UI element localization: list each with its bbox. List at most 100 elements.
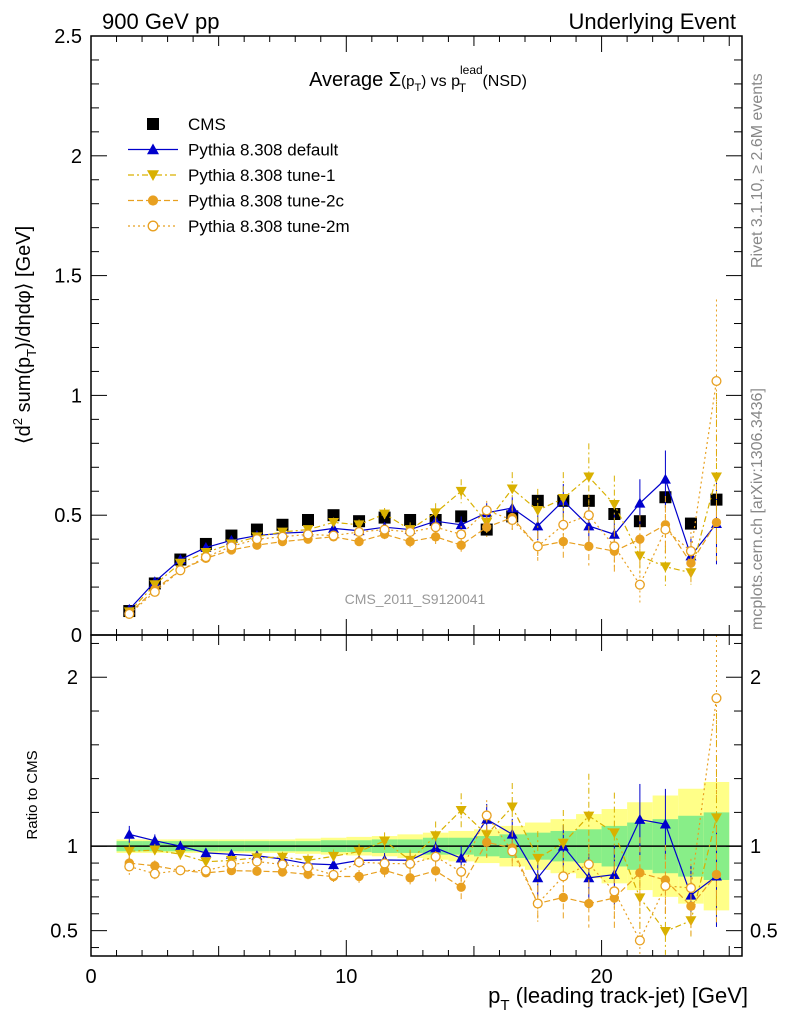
series-3-point — [456, 540, 466, 550]
series-2-point — [430, 508, 442, 519]
series-4-point — [609, 541, 620, 552]
legend-label-1: Pythia 8.308 default — [188, 141, 339, 160]
series-3-ratio-point — [354, 871, 364, 882]
series-3-ratio-point — [482, 837, 492, 848]
series-2-ratio-point — [123, 846, 135, 857]
legend-marker-2 — [147, 170, 159, 181]
series-1-ratio-line — [129, 818, 717, 897]
series-3-point — [711, 517, 722, 528]
legend-marker-1 — [147, 143, 159, 155]
series-4-point — [251, 534, 262, 545]
x-tick-label: 0 — [85, 966, 96, 988]
legend-label-0: CMS — [188, 115, 226, 134]
series-3-point — [635, 534, 645, 544]
main-plot — [123, 299, 723, 619]
series-3-ratio-point — [686, 901, 696, 911]
series-4-point — [685, 546, 696, 557]
series-4-point — [226, 541, 237, 552]
series-4-ratio-point — [405, 858, 416, 869]
series-4-point — [354, 526, 365, 538]
series-2-ratio-point — [659, 926, 671, 937]
series-3-point — [430, 532, 441, 542]
y-tick-label: 2.5 — [54, 26, 82, 48]
series-4-ratio-point — [685, 882, 696, 894]
series-4-ratio-point — [124, 861, 135, 872]
series-2-point — [379, 509, 391, 520]
series-3-ratio-point — [379, 865, 390, 875]
series-4-point — [328, 530, 339, 541]
series-4-ratio-point — [379, 858, 390, 869]
series-2-ratio-point — [149, 845, 161, 856]
legend-marker-0 — [147, 118, 159, 130]
series-4-ratio-point — [354, 857, 365, 868]
series-1-ratio-point — [455, 852, 467, 863]
series-3-point — [354, 536, 364, 547]
y-axis-label: ⟨d2 sum(pT)/dηdφ⟩ [GeV] — [10, 226, 39, 444]
cms-point — [250, 523, 263, 536]
x-tick-label: 10 — [335, 966, 357, 988]
analysis-watermark: CMS_2011_S9120041 — [345, 591, 486, 607]
legend-marker-3 — [147, 195, 159, 206]
series-3-ratio-point — [150, 861, 160, 871]
series-1-ratio-point — [659, 818, 671, 829]
cms-point — [531, 494, 544, 507]
series-4-ratio-point — [328, 869, 339, 880]
series-4-point — [634, 579, 645, 590]
series-2-point — [328, 517, 340, 528]
series-4-ratio-point — [226, 859, 237, 870]
ratio-y-tick-label-left: 1 — [67, 836, 78, 858]
x-tick-label: 20 — [590, 966, 612, 988]
series-2-ratio-point — [302, 855, 314, 866]
series-3-ratio-point — [584, 898, 594, 909]
series-4-point — [532, 541, 543, 552]
series-4-ratio-point — [302, 862, 314, 873]
series-2-ratio-point — [557, 838, 569, 849]
rivet-label: Rivet 3.1.10, ≥ 2.6M events — [749, 73, 766, 268]
series-4-ratio-point — [583, 859, 594, 870]
series-2-ratio-point — [481, 830, 493, 841]
series-1-line — [128, 478, 717, 610]
series-3-ratio-point — [711, 869, 722, 880]
series-4-ratio-point — [507, 846, 518, 857]
series-4-ratio-point — [149, 868, 160, 879]
series-2-point — [583, 472, 595, 483]
series-2-point — [710, 472, 722, 483]
series-3-ratio-point — [277, 867, 288, 877]
series-4-point — [124, 608, 135, 619]
series-2-ratio-line — [129, 805, 718, 933]
series-4-ratio-point — [711, 693, 722, 704]
series-4-ratio-point — [277, 859, 288, 870]
legend-label-3: Pythia 8.308 tune-2c — [188, 192, 344, 211]
series-1-point — [455, 519, 467, 530]
ratio-y-tick-label-right: 1 — [750, 836, 761, 858]
series-2-point — [353, 520, 365, 531]
series-4-line — [128, 380, 718, 615]
y-tick-label: 1 — [71, 385, 82, 407]
series-2-ratio-point — [455, 805, 467, 816]
series-4-ratio-point — [609, 886, 620, 897]
series-2-point — [608, 500, 620, 510]
series-2-ratio-point — [685, 916, 697, 927]
series-4-ratio-point — [200, 865, 211, 876]
series-2-ratio-point — [174, 849, 186, 860]
series-4-point — [481, 505, 492, 516]
series-4-point — [430, 522, 441, 533]
series-4-point — [302, 529, 314, 540]
series-2-ratio-point — [353, 847, 365, 858]
legend-label-2: Pythia 8.308 tune-1 — [188, 166, 335, 185]
legend-label-4: Pythia 8.308 tune-2m — [188, 217, 350, 236]
series-2-point — [506, 484, 518, 495]
cms-point — [404, 513, 417, 526]
series-2-ratio-point — [200, 857, 212, 868]
axes: 0 10 20 0 0.5 1 1.5 2 2.5 0.5 1 2 0.5 1 2 — [50, 26, 778, 988]
series-4-point — [558, 519, 569, 530]
y-tick-label: 2 — [71, 146, 82, 168]
cms-point — [302, 513, 314, 526]
series-4-ratio-point — [558, 871, 569, 882]
y-tick-label: 1.5 — [54, 266, 82, 288]
y-tick-label: 0.5 — [54, 505, 82, 527]
chart-title: Average Σ(pT) vs plead T (NSD) — [309, 63, 527, 95]
series-2-point — [455, 486, 467, 497]
series-3-ratio-point — [456, 882, 466, 892]
